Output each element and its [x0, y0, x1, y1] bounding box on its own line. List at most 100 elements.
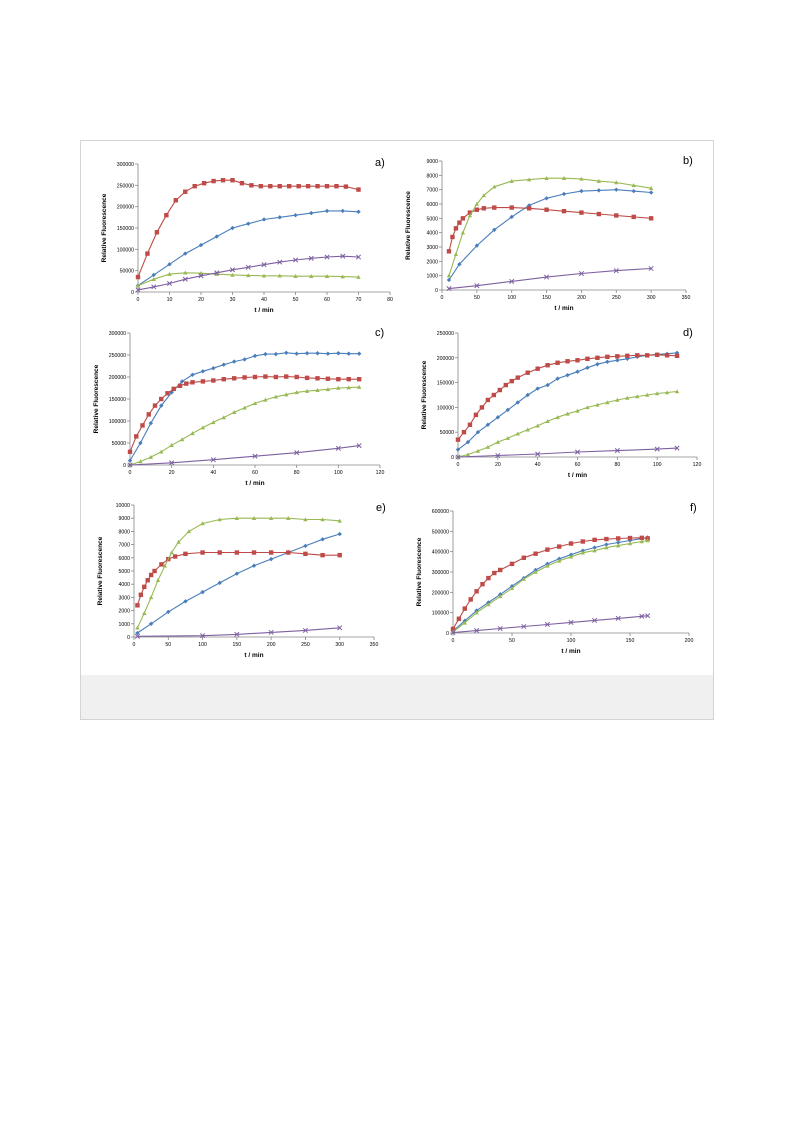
- data-point: [320, 552, 325, 558]
- y-tick-label: 600000: [432, 509, 449, 515]
- data-point: [336, 385, 341, 390]
- chart-panel-4: 0 50000 100000 150000 200000 250000 0 20 40 60 80 1…: [421, 327, 701, 479]
- panel-label: e): [376, 502, 386, 514]
- y-tick-label: 0: [446, 631, 449, 637]
- data-point: [148, 572, 154, 578]
- data-point: [172, 554, 178, 559]
- data-point: [135, 630, 140, 636]
- data-point: [186, 529, 192, 534]
- data-point: [261, 217, 267, 222]
- panel-label: c): [375, 327, 384, 339]
- series-2: [135, 178, 361, 280]
- series-line: [457, 390, 678, 458]
- data-point: [545, 547, 550, 552]
- data-point: [595, 402, 600, 407]
- data-point: [505, 435, 510, 440]
- data-point: [210, 457, 216, 463]
- data-point: [159, 403, 164, 408]
- data-point: [337, 531, 342, 537]
- data-point: [325, 387, 331, 392]
- data-point: [509, 278, 515, 284]
- data-point: [495, 415, 501, 420]
- data-point: [138, 440, 143, 446]
- data-point: [627, 535, 633, 541]
- data-point: [190, 431, 195, 436]
- data-point: [456, 616, 462, 621]
- y-tick-label: 50000: [440, 430, 455, 436]
- data-point: [450, 626, 456, 632]
- data-point: [245, 264, 251, 270]
- data-point: [152, 568, 157, 574]
- data-point: [251, 563, 257, 568]
- data-point: [200, 589, 205, 595]
- chart-panel-2: 0 1000 2000 3000 4000 5000 6000 7000 8000 9000 0 50…: [405, 155, 693, 312]
- data-point: [303, 551, 308, 557]
- y-axis-title: Relative Fluorescence: [405, 191, 412, 260]
- x-tick-label: 40: [261, 297, 267, 303]
- data-point: [555, 360, 560, 365]
- data-point: [190, 380, 195, 385]
- data-point: [183, 599, 188, 604]
- data-point: [561, 176, 567, 180]
- data-point: [545, 419, 550, 424]
- panel-label: f): [690, 502, 697, 514]
- data-point: [467, 210, 473, 215]
- x-tick-label: 100: [507, 295, 516, 301]
- data-point: [252, 353, 258, 359]
- x-tick-label: 20: [495, 462, 501, 468]
- y-tick-label: 8000: [118, 529, 130, 535]
- data-point: [585, 356, 590, 361]
- data-point: [595, 355, 600, 360]
- data-point: [565, 359, 570, 364]
- data-point: [320, 517, 325, 522]
- figure-frame: [80, 140, 714, 720]
- data-point: [565, 411, 570, 416]
- x-tick-label: 100: [198, 642, 207, 648]
- x-tick-label: 200: [685, 638, 694, 644]
- data-point: [135, 287, 141, 293]
- data-point: [284, 374, 289, 379]
- data-point: [544, 274, 550, 280]
- x-tick-label: 350: [682, 295, 691, 301]
- panel-label: d): [683, 327, 693, 339]
- x-tick-label: 70: [356, 297, 362, 303]
- data-point: [337, 625, 343, 631]
- data-point: [616, 543, 621, 548]
- data-point: [579, 188, 584, 194]
- y-tick-label: 100000: [437, 405, 454, 411]
- y-tick-label: 0: [435, 288, 438, 294]
- data-point: [645, 538, 650, 543]
- data-point: [497, 625, 503, 632]
- x-tick-label: 120: [376, 470, 385, 476]
- x-tick-label: 50: [509, 638, 515, 644]
- data-point: [615, 397, 620, 402]
- data-point: [166, 280, 173, 287]
- y-tick-label: 2000: [118, 609, 130, 615]
- data-point: [545, 363, 550, 368]
- data-point: [616, 536, 621, 541]
- data-point: [515, 400, 520, 405]
- x-tick-label: 300: [647, 295, 656, 301]
- data-point: [525, 392, 530, 398]
- data-point: [251, 516, 257, 520]
- x-tick-label: 200: [577, 295, 586, 301]
- data-point: [515, 431, 520, 436]
- data-point: [356, 187, 361, 192]
- data-point: [455, 454, 461, 460]
- y-tick-label: 100000: [117, 247, 134, 253]
- data-point: [268, 516, 274, 520]
- data-point: [595, 362, 600, 367]
- data-point: [324, 254, 330, 260]
- y-tick-label: 150000: [437, 381, 454, 387]
- x-tick-label: 150: [626, 638, 635, 644]
- data-point: [325, 376, 331, 381]
- data-point: [151, 284, 157, 290]
- data-point: [286, 516, 291, 520]
- data-point: [134, 633, 140, 639]
- series-line: [448, 267, 652, 290]
- data-point: [639, 535, 644, 541]
- data-point: [631, 188, 636, 194]
- x-tick-label: 0: [137, 297, 140, 303]
- data-point: [533, 569, 538, 574]
- data-point: [211, 420, 216, 425]
